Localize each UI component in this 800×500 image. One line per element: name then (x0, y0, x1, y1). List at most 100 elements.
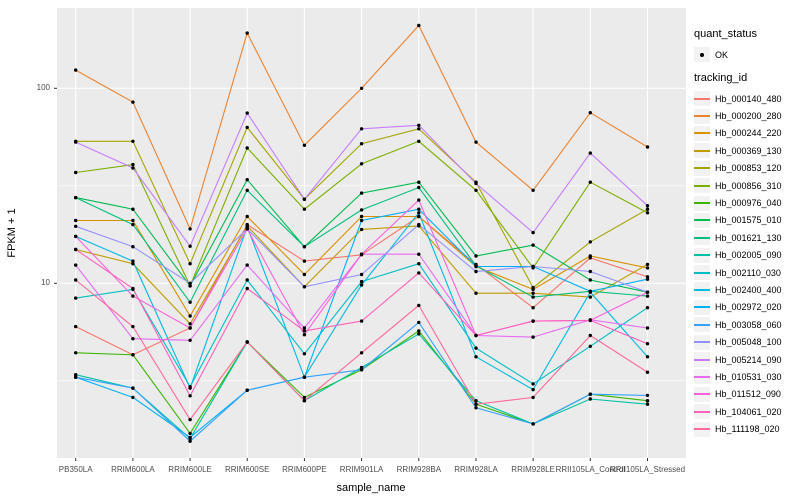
legend-key (694, 386, 710, 402)
data-point (417, 185, 421, 190)
data-point (74, 195, 78, 200)
data-point (359, 162, 364, 166)
legend-item-label: Hb_001621_130 (715, 232, 782, 243)
legend-item-label: Hb_002400_400 (715, 284, 782, 295)
data-point (131, 166, 135, 170)
data-point (131, 139, 135, 143)
legend-item: Hb_000244_220 (694, 125, 782, 142)
data-point (417, 23, 421, 28)
data-point (588, 180, 592, 184)
data-point (245, 278, 249, 282)
data-point (131, 207, 135, 211)
data-point (417, 303, 421, 308)
data-point (188, 431, 192, 436)
data-point (474, 188, 478, 192)
legend-item-label: Hb_104061_020 (715, 406, 782, 417)
legend-item-label: Hb_111198_020 (715, 424, 780, 435)
data-point (531, 285, 535, 290)
y-tick-label: 100 (36, 83, 50, 93)
data-point (531, 395, 535, 400)
data-point (474, 140, 478, 144)
x-tick-label: RRIM928BA (396, 465, 442, 474)
legend-item: Hb_000856_310 (694, 177, 782, 194)
data-point (645, 370, 650, 374)
data-point (359, 191, 364, 195)
data-point (474, 399, 478, 403)
data-point (245, 146, 249, 150)
legend-key (694, 299, 710, 315)
data-point (131, 386, 135, 390)
data-point (531, 264, 535, 269)
data-point (474, 355, 478, 359)
legend-item-label: Hb_000856_310 (715, 180, 782, 191)
data-point (474, 181, 478, 186)
legend-item-label: OK (715, 49, 729, 60)
legend-item: Hb_001575_010 (694, 212, 782, 229)
legend-item: Hb_000853_120 (694, 160, 782, 177)
data-point (359, 368, 364, 372)
legend-item: Hb_003058_060 (694, 316, 782, 333)
data-point (74, 278, 78, 282)
data-point (359, 218, 364, 223)
legend-key (694, 195, 710, 211)
legend-item: Hb_000140_480 (694, 90, 782, 107)
x-tick-label: RRIM600LA (111, 465, 155, 474)
data-point (645, 207, 650, 211)
data-point (588, 295, 592, 299)
data-point (302, 272, 307, 277)
data-point (74, 263, 78, 267)
legend-key (694, 247, 710, 263)
legend-item-label: Hb_010531_030 (715, 371, 782, 382)
data-point (188, 262, 192, 266)
data-point (359, 351, 364, 355)
legend-tracking-items: Hb_000140_480 Hb_000200_280 Hb_000244_220 H… (694, 90, 782, 438)
x-tick-label: RRIM928LA (454, 465, 498, 474)
legend-quant-status: quant_status OK (694, 28, 757, 63)
series-color-swatch (694, 236, 710, 239)
data-point (74, 234, 78, 239)
data-point (188, 281, 192, 285)
data-point (131, 286, 135, 291)
legend-key (694, 317, 710, 333)
legend-key (694, 125, 710, 141)
data-point (645, 393, 650, 398)
legend-key (694, 108, 710, 124)
x-tick-label: RRIM600PE (282, 465, 327, 474)
series-color-swatch (694, 375, 710, 378)
data-point (302, 207, 307, 211)
data-point (74, 224, 78, 228)
data-point (645, 204, 650, 208)
data-point (417, 214, 421, 219)
data-point (302, 329, 307, 333)
data-point (417, 329, 421, 333)
data-point (188, 300, 192, 304)
legend-key (694, 91, 710, 107)
data-point (588, 333, 592, 338)
series-color-swatch (694, 306, 710, 309)
data-point (531, 319, 535, 323)
legend-item: Hb_002005_090 (694, 247, 782, 264)
data-point (188, 338, 192, 342)
legend-item: Hb_002110_030 (694, 264, 782, 281)
legend-item-label: Hb_000140_480 (715, 93, 782, 104)
legend-item-label: Hb_000976_040 (715, 198, 782, 209)
legend-item: Hb_002400_400 (694, 281, 782, 298)
legend-item: Hb_000976_040 (694, 194, 782, 211)
data-point (531, 243, 535, 247)
data-point (302, 285, 307, 289)
data-point (417, 262, 421, 266)
x-axis-title: sample_name (336, 482, 406, 494)
data-point (302, 399, 307, 403)
legend-key (694, 230, 710, 246)
data-point (359, 227, 364, 232)
legend-key (694, 421, 710, 437)
data-point (188, 244, 192, 248)
data-point (131, 162, 135, 167)
data-point (188, 227, 192, 231)
data-point (645, 275, 650, 279)
data-point (531, 422, 535, 426)
series-color-swatch (694, 341, 710, 344)
series-color-swatch (694, 97, 710, 100)
